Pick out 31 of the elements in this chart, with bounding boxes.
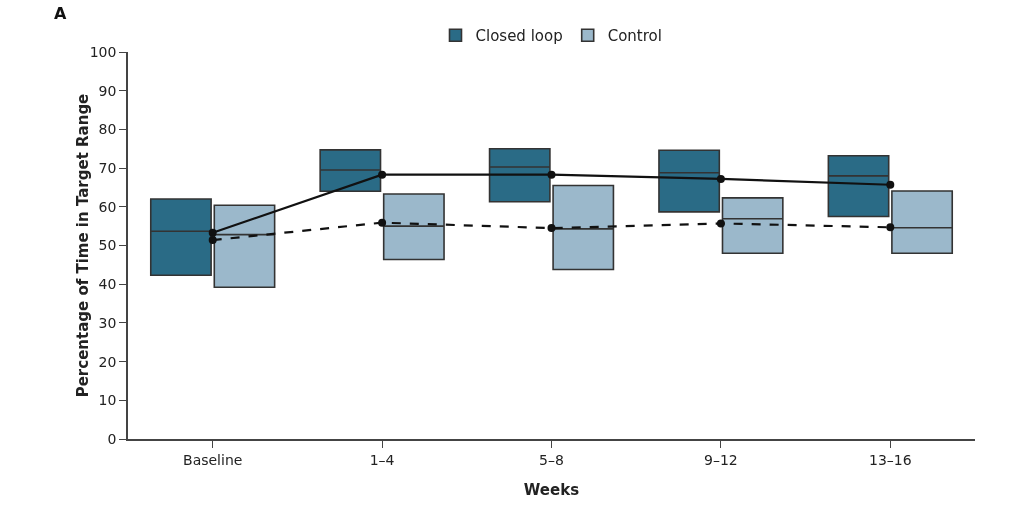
x-tick-label: 13–16 [868, 451, 912, 468]
x-tick-label: 1–4 [369, 451, 395, 468]
y-tick-label: 30 [98, 314, 117, 331]
x-tick-label: 9–12 [704, 451, 738, 468]
point [208, 236, 217, 245]
point [716, 219, 725, 228]
text: A [54, 4, 67, 23]
legend-label: Control [607, 27, 662, 46]
legend-label: Closed loop [475, 27, 563, 46]
x-tick-label: 5–8 [539, 451, 564, 468]
y-tick-label: 80 [98, 121, 117, 138]
point [547, 224, 556, 233]
point [547, 170, 556, 179]
y-tick-label: 100 [89, 43, 117, 60]
point [208, 228, 217, 237]
point [378, 170, 387, 179]
x-tick-label: Baseline [183, 451, 243, 468]
point [886, 223, 895, 232]
x-axis-title: Weeks [523, 480, 580, 499]
y-tick-label: 50 [98, 237, 117, 254]
point [716, 174, 725, 183]
y-tick-label: 60 [98, 198, 117, 215]
y-tick-label: 40 [98, 276, 117, 293]
y-tick-label: 10 [98, 392, 117, 409]
y-tick-label: 20 [98, 353, 117, 370]
y-tick-label: 90 [98, 82, 117, 99]
y-tick-label: 70 [98, 160, 117, 176]
point [886, 180, 895, 189]
y-axis-title: Percentage of Time in Target Range [73, 93, 92, 398]
y-tick-label: 0 [107, 430, 117, 447]
point [378, 218, 387, 227]
